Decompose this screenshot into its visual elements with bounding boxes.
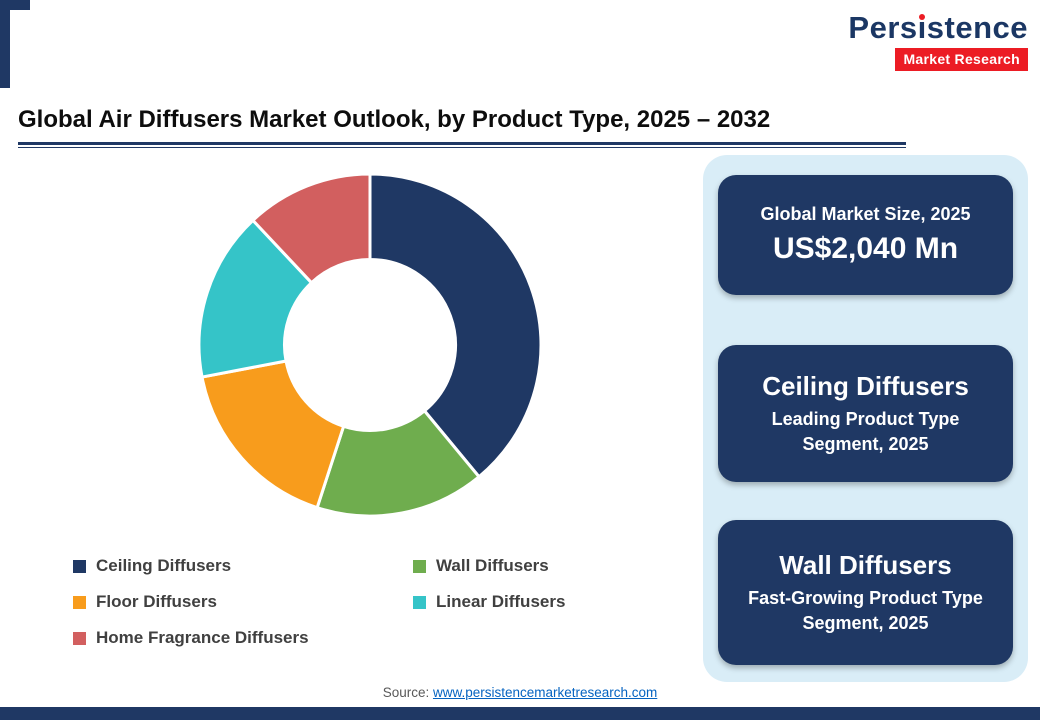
card-fast-growing-segment: Wall Diffusers Fast-Growing Product Type… xyxy=(718,520,1013,665)
chart-legend: Ceiling Diffusers Floor Diffusers Home F… xyxy=(73,548,713,656)
card-value: US$2,040 Mn xyxy=(772,232,959,265)
logo-red-dot-i: ı xyxy=(917,10,927,45)
legend-item-linear-diffusers: Linear Diffusers xyxy=(413,584,713,620)
card-subtitle: Fast-Growing Product Type Segment, 2025 xyxy=(748,588,983,633)
legend-item-home-fragrance-diffusers: Home Fragrance Diffusers xyxy=(73,620,413,656)
donut-segment-ceiling-diffusers xyxy=(368,172,543,479)
legend-label: Ceiling Diffusers xyxy=(96,556,232,575)
source-link[interactable]: www.persistencemarketresearch.com xyxy=(432,685,658,700)
source-line: Source: www.persistencemarketresearch.co… xyxy=(0,685,1040,700)
pmr-logo: Persıstence Market Research xyxy=(848,10,1028,71)
card-subtitle: Leading Product Type Segment, 2025 xyxy=(771,409,960,454)
donut-segment-floor-diffusers xyxy=(200,359,346,510)
logo-wordmark: Persıstence xyxy=(848,10,1028,45)
page-title: Global Air Diffusers Market Outlook, by … xyxy=(18,106,771,133)
card-title: Ceiling Diffusers xyxy=(762,371,969,402)
source-label: Source: xyxy=(382,685,433,700)
logo-tagline: Market Research xyxy=(895,47,1028,71)
legend-swatch-home-fragrance xyxy=(73,631,86,645)
donut-chart xyxy=(195,170,545,520)
legend-label: Linear Diffusers xyxy=(436,592,566,611)
card-global-market-size: Global Market Size, 2025 US$2,040 Mn xyxy=(718,175,1013,295)
legend-swatch-ceiling xyxy=(73,559,86,573)
highlight-panel: Global Market Size, 2025 US$2,040 Mn Cei… xyxy=(703,155,1028,682)
legend-label: Home Fragrance Diffusers xyxy=(96,628,309,647)
legend-swatch-wall xyxy=(413,559,426,573)
legend-swatch-floor xyxy=(73,595,86,609)
title-underline xyxy=(18,142,906,148)
legend-item-wall-diffusers: Wall Diffusers xyxy=(413,548,713,584)
legend-item-floor-diffusers: Floor Diffusers xyxy=(73,584,413,620)
corner-decoration-vertical xyxy=(0,0,10,88)
card-title: Wall Diffusers xyxy=(779,550,952,581)
legend-label: Floor Diffusers xyxy=(96,592,217,611)
card-label: Global Market Size, 2025 xyxy=(760,204,971,224)
legend-label: Wall Diffusers xyxy=(436,556,549,575)
donut-segment-home-fragrance-diffusers xyxy=(251,172,372,285)
bottom-bar-decoration xyxy=(0,707,1040,720)
logo-wordmark-part1: Pers xyxy=(848,10,918,45)
logo-wordmark-part2: stence xyxy=(926,10,1028,45)
legend-swatch-linear xyxy=(413,595,426,609)
legend-item-ceiling-diffusers: Ceiling Diffusers xyxy=(73,548,413,584)
corner-decoration-horizontal xyxy=(0,0,30,10)
card-leading-segment: Ceiling Diffusers Leading Product Type S… xyxy=(718,345,1013,482)
